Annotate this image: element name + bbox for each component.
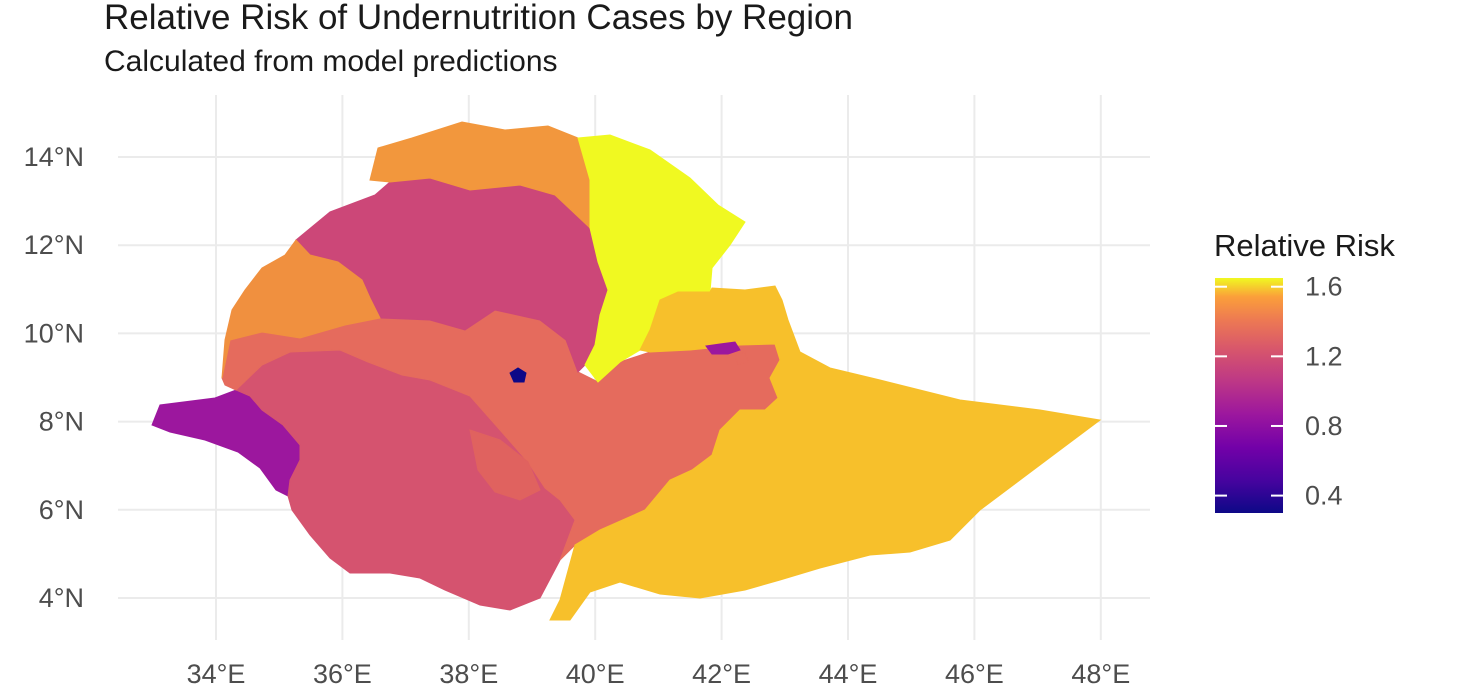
chart-title: Relative Risk of Undernutrition Cases by… <box>104 0 853 37</box>
x-tick-label: 44°E <box>819 659 878 686</box>
chart-subtitle: Calculated from model predictions <box>104 45 558 78</box>
x-tick-label: 42°E <box>692 659 751 686</box>
x-tick-label: 40°E <box>566 659 625 686</box>
y-tick-label: 12°N <box>24 230 84 260</box>
x-tick-label: 46°E <box>945 659 1004 686</box>
y-tick-label: 8°N <box>39 407 84 437</box>
y-tick-label: 14°N <box>24 142 84 172</box>
region-addis-ababa <box>509 367 527 383</box>
x-tick-label: 36°E <box>313 659 372 686</box>
region-benishangul <box>221 239 381 379</box>
legend-ticks: 1.6 1.2 0.8 0.4 <box>1215 272 1343 511</box>
regions-layer <box>151 121 1102 621</box>
axes-layer: 34°E 36°E 38°E 40°E 42°E 44°E 46°E 48°E 14°N 12°N… <box>24 142 1131 686</box>
region-dire-dawa <box>705 341 741 355</box>
legend-tick-label: 1.6 <box>1305 272 1343 302</box>
y-tick-label: 10°N <box>24 318 84 348</box>
y-tick-label: 6°N <box>39 495 84 525</box>
region-somali <box>549 285 1102 621</box>
legend-title: Relative Risk <box>1214 228 1395 263</box>
region-sidama <box>469 429 541 501</box>
legend-tick-label: 1.2 <box>1305 341 1343 371</box>
legend-tick-label: 0.8 <box>1305 411 1343 441</box>
region-harari <box>734 351 749 365</box>
x-tick-label: 38°E <box>439 659 498 686</box>
x-tick-label: 48°E <box>1071 659 1130 686</box>
legend-colorbar <box>1215 278 1283 513</box>
y-tick-label: 4°N <box>39 583 84 613</box>
legend-tick-label: 0.4 <box>1305 481 1343 511</box>
x-tick-label: 34°E <box>187 659 246 686</box>
legend: 1.6 1.2 0.8 0.4 <box>1215 272 1343 513</box>
